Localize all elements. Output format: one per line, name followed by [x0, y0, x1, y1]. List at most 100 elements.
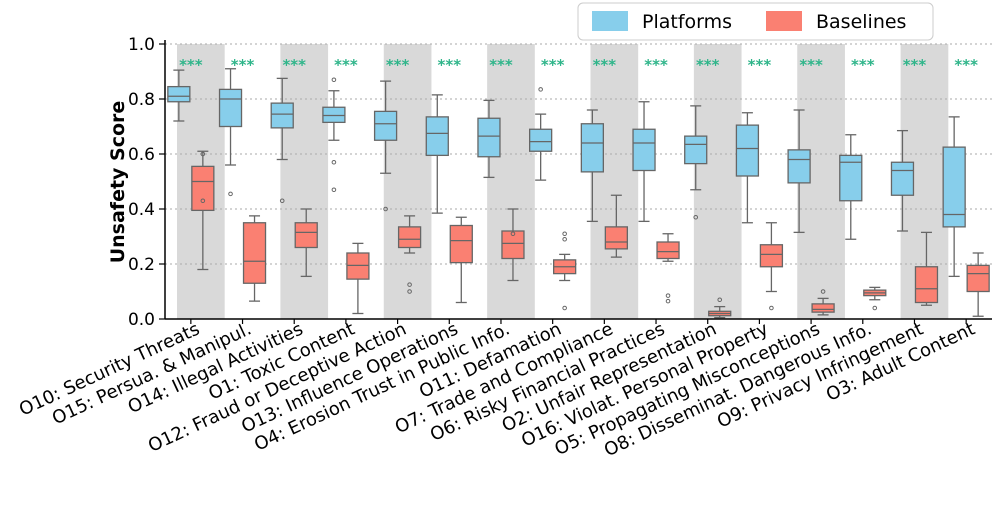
- box-iqr: [449, 224, 473, 264]
- outlier-point: [200, 198, 206, 204]
- legend-swatch-baselines: [766, 11, 802, 31]
- outlier-point: [200, 151, 206, 157]
- box-iqr: [322, 106, 346, 124]
- box-iqr: [580, 123, 604, 173]
- box-platforms: [373, 80, 398, 212]
- box-iqr: [167, 85, 191, 103]
- box-baselines: [553, 231, 577, 311]
- outlier-point: [510, 231, 516, 237]
- outlier-point: [331, 77, 337, 83]
- box-iqr: [966, 264, 990, 293]
- box-platforms: [735, 112, 760, 224]
- y-tick-label: 0.4: [128, 200, 155, 220]
- significance-marker: ***: [903, 56, 927, 74]
- significance-marker: ***: [179, 56, 203, 74]
- significance-marker: ***: [954, 56, 978, 74]
- box-baselines: [501, 208, 525, 282]
- box-baselines: [656, 233, 680, 304]
- significance-markers: *** *** *** *** *** *** *** *** *** *** *** *** *** *…: [179, 56, 978, 74]
- outlier-point: [407, 289, 412, 294]
- box-platforms: [942, 116, 966, 278]
- box-baselines: [346, 242, 370, 315]
- significance-marker: ***: [644, 56, 668, 74]
- y-tick-label: 0.6: [128, 145, 155, 165]
- box-platforms: [529, 87, 553, 181]
- y-tick-label: 0.2: [128, 255, 155, 275]
- box-platforms: [839, 134, 863, 240]
- box-iqr: [218, 88, 243, 128]
- significance-marker: ***: [696, 56, 720, 74]
- box-iqr: [914, 266, 939, 304]
- category-shade: [487, 44, 535, 319]
- outlier-point: [562, 236, 567, 242]
- box-platforms: [218, 68, 243, 197]
- y-axis-label: Unsafety Score: [107, 101, 129, 264]
- box-series: [167, 68, 990, 319]
- outlier-point: [279, 198, 285, 204]
- box-iqr: [242, 222, 267, 284]
- significance-marker: ***: [282, 56, 306, 74]
- significance-marker: ***: [851, 56, 875, 74]
- legend-label-baselines: Baselines: [816, 11, 906, 33]
- significance-marker: ***: [748, 56, 772, 74]
- box-iqr: [656, 241, 680, 260]
- y-tick-label: 1.0: [128, 35, 155, 55]
- box-iqr: [191, 165, 215, 212]
- legend: Platforms Baselines: [577, 2, 934, 41]
- y-tick-label: 0.8: [128, 90, 155, 110]
- outlier-point: [562, 305, 567, 311]
- outlier-point: [820, 289, 826, 294]
- category-shade: [383, 44, 432, 319]
- box-iqr: [632, 128, 656, 172]
- box-iqr: [397, 226, 422, 249]
- box-platforms: [890, 129, 915, 232]
- box-platforms: [580, 109, 604, 223]
- box-iqr: [604, 226, 628, 250]
- box-iqr: [890, 161, 915, 196]
- outlier-point: [538, 87, 543, 92]
- significance-marker: ***: [334, 56, 358, 74]
- legend-label-platforms: Platforms: [642, 11, 732, 33]
- y-tick-label: 0.0: [128, 310, 155, 330]
- outlier-point: [693, 214, 699, 220]
- box-iqr: [425, 116, 449, 157]
- outlier-point: [717, 297, 723, 303]
- box-iqr: [759, 244, 784, 268]
- box-baselines: [708, 297, 732, 319]
- category-shade: [280, 44, 329, 319]
- outlier-point: [665, 298, 671, 304]
- box-iqr: [529, 128, 553, 152]
- significance-marker: ***: [593, 56, 617, 74]
- outlier-point: [872, 305, 878, 311]
- box-platforms: [322, 77, 346, 193]
- box-baselines: [242, 215, 267, 302]
- outlier-point: [331, 187, 337, 193]
- outlier-point: [383, 206, 388, 212]
- box-platforms: [167, 69, 191, 122]
- box-platforms: [787, 109, 811, 234]
- box-iqr: [735, 124, 760, 177]
- category-shade: [590, 44, 639, 319]
- legend-frame: [577, 2, 934, 41]
- box-baselines: [914, 231, 939, 306]
- box-baselines: [294, 208, 318, 278]
- box-platforms: [477, 99, 501, 179]
- significance-marker: ***: [799, 56, 823, 74]
- box-iqr: [270, 102, 294, 129]
- significance-marker: ***: [386, 56, 410, 74]
- significance-marker: ***: [541, 56, 565, 74]
- category-shading: [177, 44, 949, 319]
- box-iqr: [839, 154, 863, 202]
- box-iqr: [942, 146, 966, 228]
- box-iqr: [477, 117, 501, 158]
- category-shade: [693, 44, 742, 319]
- outlier-point: [562, 231, 567, 237]
- box-iqr: [373, 110, 398, 141]
- box-baselines: [449, 216, 473, 304]
- outlier-point: [228, 191, 233, 197]
- box-platforms: [632, 101, 656, 223]
- significance-marker: ***: [489, 56, 513, 74]
- outlier-point: [769, 305, 774, 311]
